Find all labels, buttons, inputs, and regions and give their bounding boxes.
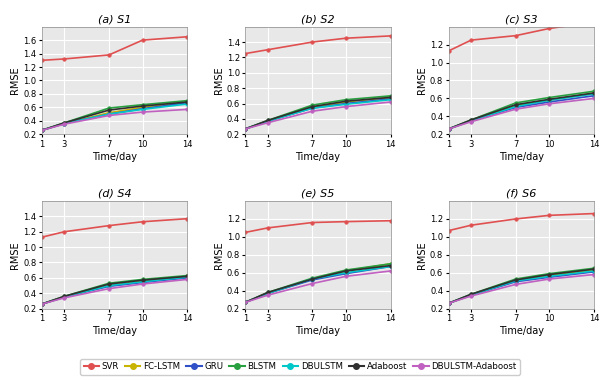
Y-axis label: RMSE: RMSE <box>417 241 427 269</box>
Title: (e) S5: (e) S5 <box>301 189 335 199</box>
Y-axis label: RMSE: RMSE <box>417 67 427 94</box>
Y-axis label: RMSE: RMSE <box>10 241 20 269</box>
X-axis label: Time/day: Time/day <box>499 152 544 162</box>
X-axis label: Time/day: Time/day <box>296 152 341 162</box>
X-axis label: Time/day: Time/day <box>499 326 544 336</box>
Title: (b) S2: (b) S2 <box>301 14 335 24</box>
Legend: SVR, FC-LSTM, GRU, BLSTM, DBULSTM, Adaboost, DBULSTM-Adaboost: SVR, FC-LSTM, GRU, BLSTM, DBULSTM, Adabo… <box>80 359 520 375</box>
Title: (d) S4: (d) S4 <box>98 189 131 199</box>
X-axis label: Time/day: Time/day <box>296 326 341 336</box>
X-axis label: Time/day: Time/day <box>92 326 137 336</box>
Title: (f) S6: (f) S6 <box>506 189 536 199</box>
Title: (a) S1: (a) S1 <box>98 14 131 24</box>
X-axis label: Time/day: Time/day <box>92 152 137 162</box>
Y-axis label: RMSE: RMSE <box>214 67 224 94</box>
Y-axis label: RMSE: RMSE <box>10 67 20 94</box>
Y-axis label: RMSE: RMSE <box>214 241 224 269</box>
Title: (c) S3: (c) S3 <box>505 14 538 24</box>
